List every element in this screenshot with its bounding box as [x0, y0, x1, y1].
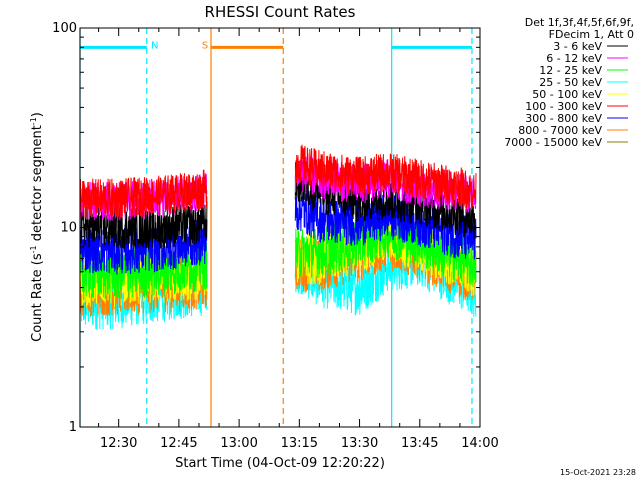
y-axis-label: Count Rate (s-1 detector segment-1)	[29, 112, 45, 342]
x-axis: 12:30 12:45 13:00 13:15 13:30 13:45 14:00	[98, 28, 499, 451]
legend-entry-label: 800 - 7000 keV	[518, 124, 602, 137]
y-axis-label-mid: detector segment	[30, 125, 45, 245]
interval-label: S	[202, 40, 208, 51]
footer-timestamp: 15-Oct-2021 23:28	[560, 468, 636, 477]
series-line	[294, 206, 477, 287]
series-line	[79, 169, 208, 219]
legend-header-2: FDecim 1, Att 0	[549, 28, 634, 41]
x-tick-label: 12:45	[160, 436, 197, 451]
y-axis-label-sup2: -1	[29, 117, 38, 125]
series-line	[294, 144, 477, 209]
legend-entry-label: 25 - 50 keV	[539, 76, 602, 89]
y-tick-label: 1	[69, 420, 77, 435]
x-tick-label: 13:15	[281, 436, 318, 451]
legend-entry-label: 50 - 100 keV	[532, 88, 602, 101]
y-axis-label-main: Count Rate (s	[30, 253, 45, 342]
y-axis-label-end: )	[30, 112, 45, 117]
legend-entry-label: 3 - 6 keV	[553, 40, 602, 53]
x-tick-label: 13:30	[341, 436, 378, 451]
series-line	[79, 201, 208, 249]
legend-entry-label: 12 - 25 keV	[539, 64, 602, 77]
legend-entry-label: 7000 - 15000 keV	[504, 136, 602, 149]
x-tick-label: 12:30	[100, 436, 137, 451]
x-tick-label: 14:00	[461, 436, 498, 451]
chart-title: RHESSI Count Rates	[205, 3, 356, 21]
y-axis: 1 10 100	[52, 21, 480, 435]
y-tick-label: 10	[60, 221, 77, 236]
legend-entry-label: 300 - 800 keV	[525, 112, 602, 125]
x-tick-label: 13:00	[220, 436, 257, 451]
legend-entry-label: 6 - 12 keV	[546, 52, 602, 65]
y-tick-label: 100	[52, 21, 77, 36]
legend-entry-label: 100 - 300 keV	[525, 100, 602, 113]
interval-label: N	[151, 40, 158, 51]
y-axis-label-sup1: -1	[29, 245, 38, 253]
legend: Det 1f,3f,4f,5f,6f,9f, FDecim 1, Att 0 3…	[504, 16, 634, 149]
legend-header-1: Det 1f,3f,4f,5f,6f,9f,	[525, 16, 634, 29]
x-axis-label: Start Time (04-Oct-09 12:20:22)	[175, 456, 385, 471]
x-tick-label: 13:45	[401, 436, 438, 451]
